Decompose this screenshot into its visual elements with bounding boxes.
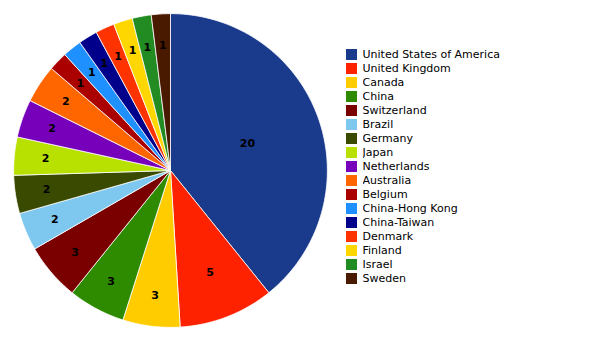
html-text:Switzerland: Switzerland (362, 104, 427, 118)
svg-text:3: 3 (71, 246, 79, 259)
html-text:United States of America: United States of America (362, 48, 500, 62)
html-text:China: China (362, 90, 394, 104)
svg-text:5: 5 (206, 266, 214, 279)
html-text:China-Taiwan: China-Taiwan (362, 216, 435, 230)
html-text:Israel: Israel (362, 258, 393, 272)
svg-text:2: 2 (43, 183, 51, 196)
svg-text:3: 3 (107, 275, 115, 288)
svg-text:2: 2 (62, 95, 70, 108)
html-text:Sweden: Sweden (362, 272, 406, 286)
html-text:Japan: Japan (362, 146, 394, 160)
svg-text:1: 1 (101, 57, 109, 70)
svg-text:2: 2 (51, 213, 59, 226)
svg-text:20: 20 (240, 137, 256, 150)
svg-text:2: 2 (42, 152, 50, 165)
html-text:Netherlands: Netherlands (362, 160, 430, 174)
svg-text:1: 1 (129, 44, 137, 57)
html-text:Brazil: Brazil (362, 118, 394, 132)
html-text:Canada: Canada (362, 76, 405, 90)
html-text:Germany: Germany (362, 132, 414, 146)
svg-text:2: 2 (48, 122, 56, 135)
svg-text:1: 1 (77, 77, 85, 90)
html-text:Finland: Finland (362, 244, 402, 258)
html-text:Belgium: Belgium (362, 188, 408, 202)
svg-text:1: 1 (159, 39, 167, 52)
svg-text:1: 1 (88, 66, 96, 79)
html-text:Australia: Australia (362, 174, 412, 188)
svg-text:3: 3 (151, 289, 159, 302)
svg-text:1: 1 (114, 50, 122, 63)
svg-text:1: 1 (144, 41, 152, 54)
html-text:United Kingdom: United Kingdom (362, 62, 451, 76)
html-text:China-Hong Kong: China-Hong Kong (362, 202, 458, 216)
html-text:Denmark: Denmark (362, 230, 414, 244)
